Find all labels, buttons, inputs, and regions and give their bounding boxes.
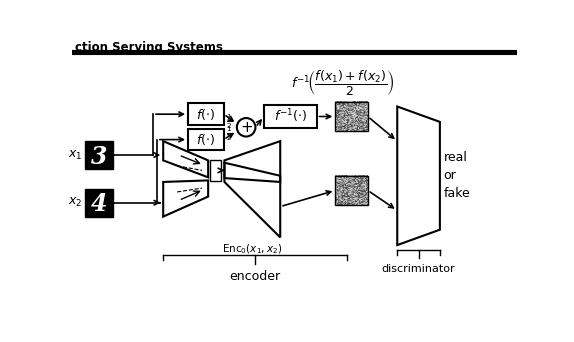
Text: $x_2$: $x_2$ bbox=[68, 196, 83, 209]
Bar bbox=[335, 176, 368, 205]
Text: $\frac{1}{2}$: $\frac{1}{2}$ bbox=[226, 113, 232, 131]
Bar bbox=[335, 102, 368, 131]
Text: $+$: $+$ bbox=[239, 120, 253, 135]
Text: $f(\cdot)$: $f(\cdot)$ bbox=[196, 132, 215, 147]
Text: encoder: encoder bbox=[230, 271, 281, 284]
Text: $f(\cdot)$: $f(\cdot)$ bbox=[196, 107, 215, 122]
Bar bbox=[264, 105, 317, 128]
Text: real
or
fake: real or fake bbox=[444, 151, 471, 200]
Text: $f^{-1}\!\left(\dfrac{f(x_1)+f(x_2)}{2}\right)$: $f^{-1}\!\left(\dfrac{f(x_1)+f(x_2)}{2}\… bbox=[291, 69, 395, 98]
Bar bbox=[85, 189, 113, 216]
Text: ction Serving Systems: ction Serving Systems bbox=[75, 41, 223, 54]
Bar bbox=[211, 160, 220, 181]
Text: $\frac{1}{2}$: $\frac{1}{2}$ bbox=[226, 125, 232, 143]
Text: 3: 3 bbox=[91, 145, 107, 169]
Text: $f^{-1}(\cdot)$: $f^{-1}(\cdot)$ bbox=[274, 108, 307, 125]
Bar bbox=[188, 129, 224, 150]
Text: $\mathrm{Enc}_0(x_1, x_2)$: $\mathrm{Enc}_0(x_1, x_2)$ bbox=[222, 243, 282, 256]
Bar bbox=[188, 103, 224, 125]
Text: $x_1$: $x_1$ bbox=[68, 148, 83, 161]
Text: discriminator: discriminator bbox=[382, 264, 455, 274]
Bar bbox=[85, 141, 113, 169]
Text: 4: 4 bbox=[91, 192, 107, 216]
